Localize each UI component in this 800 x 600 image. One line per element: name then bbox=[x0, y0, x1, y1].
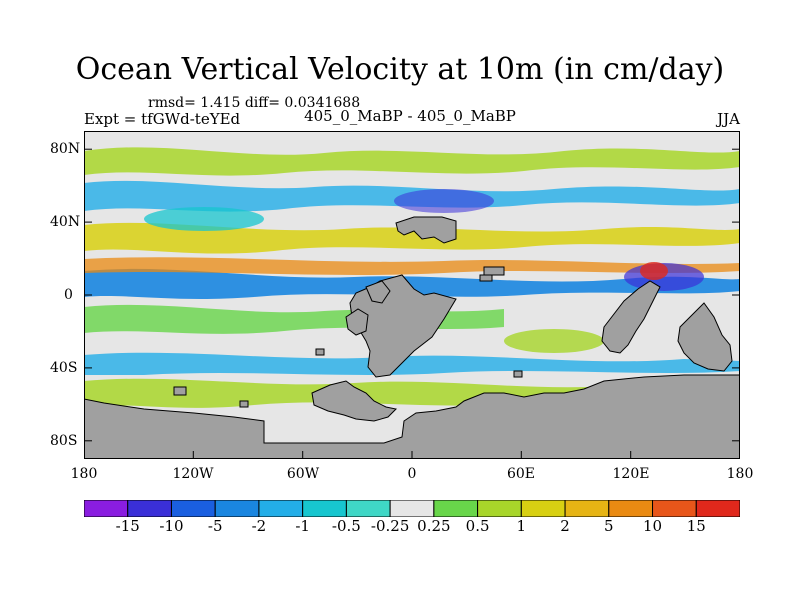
land-central-america bbox=[345, 308, 369, 336]
x-label-60w: 60W bbox=[286, 466, 320, 482]
x-label-60e: 60E bbox=[506, 466, 536, 482]
colorbar-label: -0.5 bbox=[331, 517, 361, 535]
rmsd-diff-stats: rmsd= 1.415 diff= 0.0341688 bbox=[148, 95, 361, 111]
y-label-40s: 40S bbox=[50, 360, 78, 376]
colorbar-box bbox=[652, 500, 697, 517]
y-label-40n: 40N bbox=[50, 214, 81, 230]
experiment-label: Expt = tfGWd-teYEd bbox=[84, 110, 241, 128]
colorbar-label: 15 bbox=[686, 517, 706, 535]
land-island-1 bbox=[315, 348, 325, 356]
land-north-america bbox=[395, 216, 457, 244]
colorbar-box bbox=[214, 500, 260, 517]
colorbar-box bbox=[127, 500, 172, 517]
colorbar-label: 0.25 bbox=[417, 517, 451, 535]
field-band-equatorial-positive bbox=[84, 257, 740, 275]
map-panel bbox=[84, 131, 740, 459]
colorbar-label: -10 bbox=[159, 517, 184, 535]
land-masses bbox=[84, 216, 740, 459]
colorbar-box bbox=[564, 500, 610, 517]
case-label: 405_0_MaBP - 405_0_MaBP bbox=[304, 107, 516, 125]
colorbar-box bbox=[302, 500, 347, 517]
x-label-0: 0 bbox=[407, 466, 417, 482]
land-island-2 bbox=[479, 274, 493, 282]
colorbar-label: -1 bbox=[295, 517, 310, 535]
land-island-4 bbox=[513, 370, 523, 378]
x-label-180e: 180 bbox=[726, 466, 754, 482]
land-island-5 bbox=[173, 386, 187, 396]
colorbar-label: 0.5 bbox=[465, 517, 490, 535]
x-label-120w: 120W bbox=[172, 466, 214, 482]
land-south-america-south bbox=[311, 380, 398, 422]
field-band-north-subtropic bbox=[84, 222, 740, 254]
colorbar-box bbox=[695, 500, 740, 517]
x-label-120e: 120E bbox=[612, 466, 650, 482]
land-australia bbox=[677, 302, 733, 372]
land-maritime-continent bbox=[601, 280, 661, 354]
field-blob-west-pacific-positive bbox=[640, 262, 668, 280]
colorbar-label: -0.25 bbox=[370, 517, 410, 535]
colorbar bbox=[84, 500, 740, 517]
season-label: JJA bbox=[717, 110, 740, 128]
land-island-6 bbox=[239, 400, 249, 408]
map-ticks bbox=[84, 148, 740, 459]
colorbar-box bbox=[389, 500, 435, 517]
colorbar-box bbox=[345, 500, 391, 517]
field-band-equatorial-upwelling bbox=[84, 268, 740, 299]
colorbar-label: 5 bbox=[604, 517, 614, 535]
y-label-80s: 80S bbox=[50, 433, 78, 449]
field-band-arctic bbox=[84, 147, 740, 176]
chart-title: Ocean Vertical Velocity at 10m (in cm/da… bbox=[75, 52, 725, 87]
colorbar-label: -5 bbox=[207, 517, 223, 535]
colorbar-label: 2 bbox=[560, 517, 570, 535]
land-africa bbox=[365, 280, 391, 304]
field-blob-north-atlantic bbox=[394, 189, 494, 213]
colorbar-box bbox=[170, 500, 216, 517]
field-blob-south-indian bbox=[504, 329, 604, 353]
colorbar-label: 10 bbox=[642, 517, 663, 535]
y-label-80n: 80N bbox=[50, 141, 81, 157]
colorbar-label: -2 bbox=[251, 517, 267, 535]
colorbar-box bbox=[608, 500, 654, 517]
colorbar-label: 1 bbox=[516, 517, 527, 535]
colorbar-box bbox=[433, 500, 479, 517]
x-label-180w: 180 bbox=[70, 466, 98, 482]
field-blob-north-pacific bbox=[144, 207, 264, 231]
colorbar-box bbox=[477, 500, 522, 517]
land-antarctica bbox=[84, 374, 740, 459]
colorbar-box bbox=[520, 500, 566, 517]
y-label-0: 0 bbox=[64, 287, 73, 303]
colorbar-label: -15 bbox=[115, 517, 140, 535]
colorbar-box bbox=[84, 500, 129, 517]
colorbar-box bbox=[258, 500, 304, 517]
land-island-3 bbox=[483, 266, 505, 276]
field-band-antarctic-margin bbox=[84, 352, 740, 375]
